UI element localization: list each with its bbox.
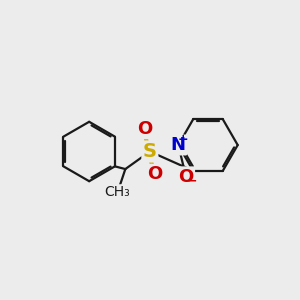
Text: −: − [187,175,197,188]
Text: +: + [178,134,188,146]
Text: N: N [171,136,186,154]
Text: O: O [137,120,152,138]
Text: O: O [147,165,163,183]
Text: S: S [143,142,157,161]
Text: CH₃: CH₃ [105,185,130,199]
Text: O: O [178,168,194,186]
